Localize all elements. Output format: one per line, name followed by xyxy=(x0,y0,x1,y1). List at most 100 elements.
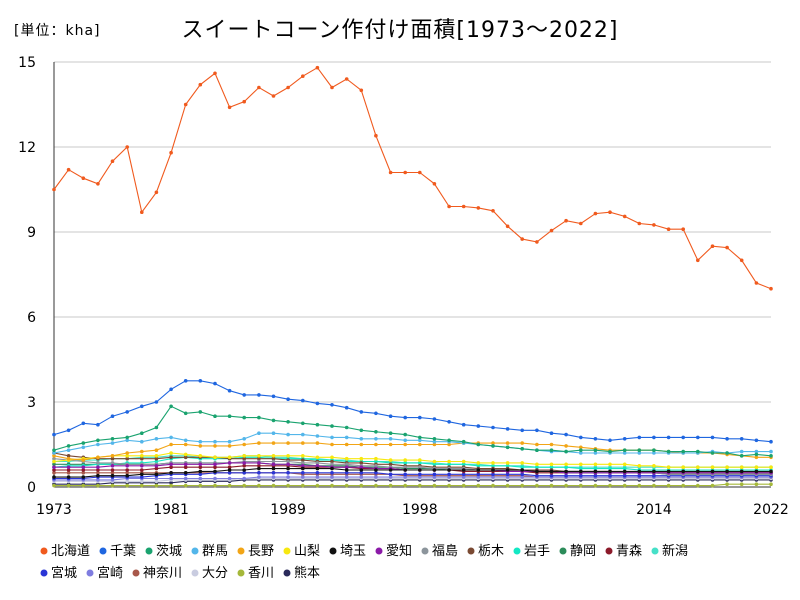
data-point xyxy=(154,483,159,488)
data-point xyxy=(447,442,451,447)
data-point xyxy=(432,417,437,421)
data-point xyxy=(374,468,378,472)
data-point xyxy=(637,451,642,455)
data-point xyxy=(564,432,568,437)
data-point xyxy=(183,455,188,460)
data-point xyxy=(213,439,217,444)
data-point xyxy=(301,471,305,475)
data-point xyxy=(257,393,261,397)
data-point xyxy=(520,428,524,433)
data-point xyxy=(330,85,334,90)
data-point xyxy=(520,472,524,477)
series-line xyxy=(54,483,771,487)
legend-marker xyxy=(559,547,567,555)
data-point xyxy=(754,465,759,470)
data-point xyxy=(344,405,349,410)
data-point xyxy=(169,471,173,475)
data-point xyxy=(725,451,729,455)
data-point xyxy=(154,448,159,453)
data-point xyxy=(344,425,349,430)
data-point xyxy=(286,441,290,445)
legend-item: 香川 xyxy=(237,566,274,581)
data-point xyxy=(315,65,320,70)
data-point xyxy=(652,473,656,478)
y-tick-label: 3 xyxy=(27,395,36,411)
legend-label: 長野 xyxy=(248,544,274,559)
legend-label: 埼玉 xyxy=(340,544,366,559)
data-point xyxy=(66,428,71,433)
data-point xyxy=(330,462,334,467)
data-point xyxy=(388,170,393,175)
data-point xyxy=(271,394,276,399)
legend-item: 栃木 xyxy=(467,544,504,559)
data-point xyxy=(403,472,408,477)
data-point xyxy=(593,211,598,216)
data-point xyxy=(271,456,276,461)
data-point xyxy=(739,469,744,474)
data-point xyxy=(608,483,612,488)
data-point xyxy=(52,468,56,472)
data-point xyxy=(447,462,451,467)
data-point xyxy=(140,431,144,436)
data-point xyxy=(418,435,422,440)
legend-item: 福島 xyxy=(421,544,458,559)
data-point xyxy=(739,454,744,458)
data-point xyxy=(359,456,364,461)
data-point xyxy=(579,483,583,488)
data-point xyxy=(81,483,86,488)
legend-marker xyxy=(513,547,521,555)
data-point xyxy=(535,473,539,478)
data-point xyxy=(242,393,246,397)
data-point xyxy=(696,465,700,470)
data-point xyxy=(52,483,56,488)
data-point xyxy=(491,441,495,445)
data-point xyxy=(374,133,378,138)
data-point xyxy=(637,221,642,226)
data-point xyxy=(154,479,159,484)
data-point xyxy=(403,415,408,420)
data-point xyxy=(622,462,627,467)
data-point xyxy=(579,435,583,440)
legend-item: 北海道 xyxy=(40,544,90,559)
legend-marker xyxy=(40,547,48,555)
data-point xyxy=(549,228,554,233)
data-point xyxy=(403,438,408,443)
data-point xyxy=(491,461,495,465)
data-point xyxy=(271,483,276,488)
series-line xyxy=(53,380,772,443)
data-point xyxy=(154,466,159,471)
legend-marker xyxy=(237,547,245,555)
data-point xyxy=(681,469,685,474)
legend-marker xyxy=(86,569,94,577)
data-point xyxy=(681,227,685,231)
y-tick-label: 15 xyxy=(18,55,36,71)
data-point xyxy=(579,451,583,455)
data-point xyxy=(710,469,715,474)
data-point xyxy=(754,438,759,443)
data-point xyxy=(271,94,276,98)
data-point xyxy=(461,439,466,444)
data-point xyxy=(769,454,773,458)
data-point xyxy=(388,472,393,477)
data-point xyxy=(257,85,261,90)
data-point xyxy=(183,483,188,488)
data-point xyxy=(696,469,700,474)
data-point xyxy=(242,99,246,104)
data-point xyxy=(315,422,320,427)
data-point xyxy=(242,454,246,458)
data-point xyxy=(520,465,524,470)
data-point xyxy=(549,469,554,474)
data-point xyxy=(125,410,129,414)
legend-label: 宮城 xyxy=(51,565,77,581)
legend-label: 新潟 xyxy=(662,543,688,559)
data-point xyxy=(301,398,305,403)
x-tick-label: 1989 xyxy=(270,502,306,518)
data-point xyxy=(476,424,481,428)
data-point xyxy=(286,471,290,475)
data-point xyxy=(622,469,627,474)
data-point xyxy=(418,461,422,465)
data-point xyxy=(593,483,598,488)
data-point xyxy=(96,473,100,478)
data-point xyxy=(549,483,554,488)
data-point xyxy=(374,464,378,468)
